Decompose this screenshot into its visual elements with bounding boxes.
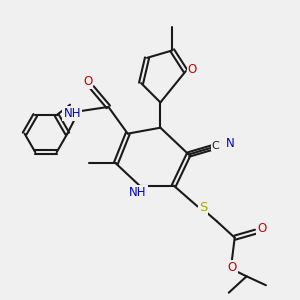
Text: O: O: [83, 75, 92, 88]
Text: N: N: [226, 137, 235, 150]
Text: O: O: [188, 63, 197, 76]
Text: NH: NH: [129, 186, 147, 199]
Text: C: C: [212, 140, 219, 151]
Text: S: S: [199, 202, 207, 214]
Text: O: O: [228, 261, 237, 274]
Text: NH: NH: [63, 107, 81, 120]
Text: O: O: [257, 222, 267, 235]
